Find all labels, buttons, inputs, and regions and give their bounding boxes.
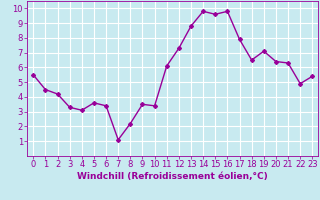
X-axis label: Windchill (Refroidissement éolien,°C): Windchill (Refroidissement éolien,°C) bbox=[77, 172, 268, 181]
